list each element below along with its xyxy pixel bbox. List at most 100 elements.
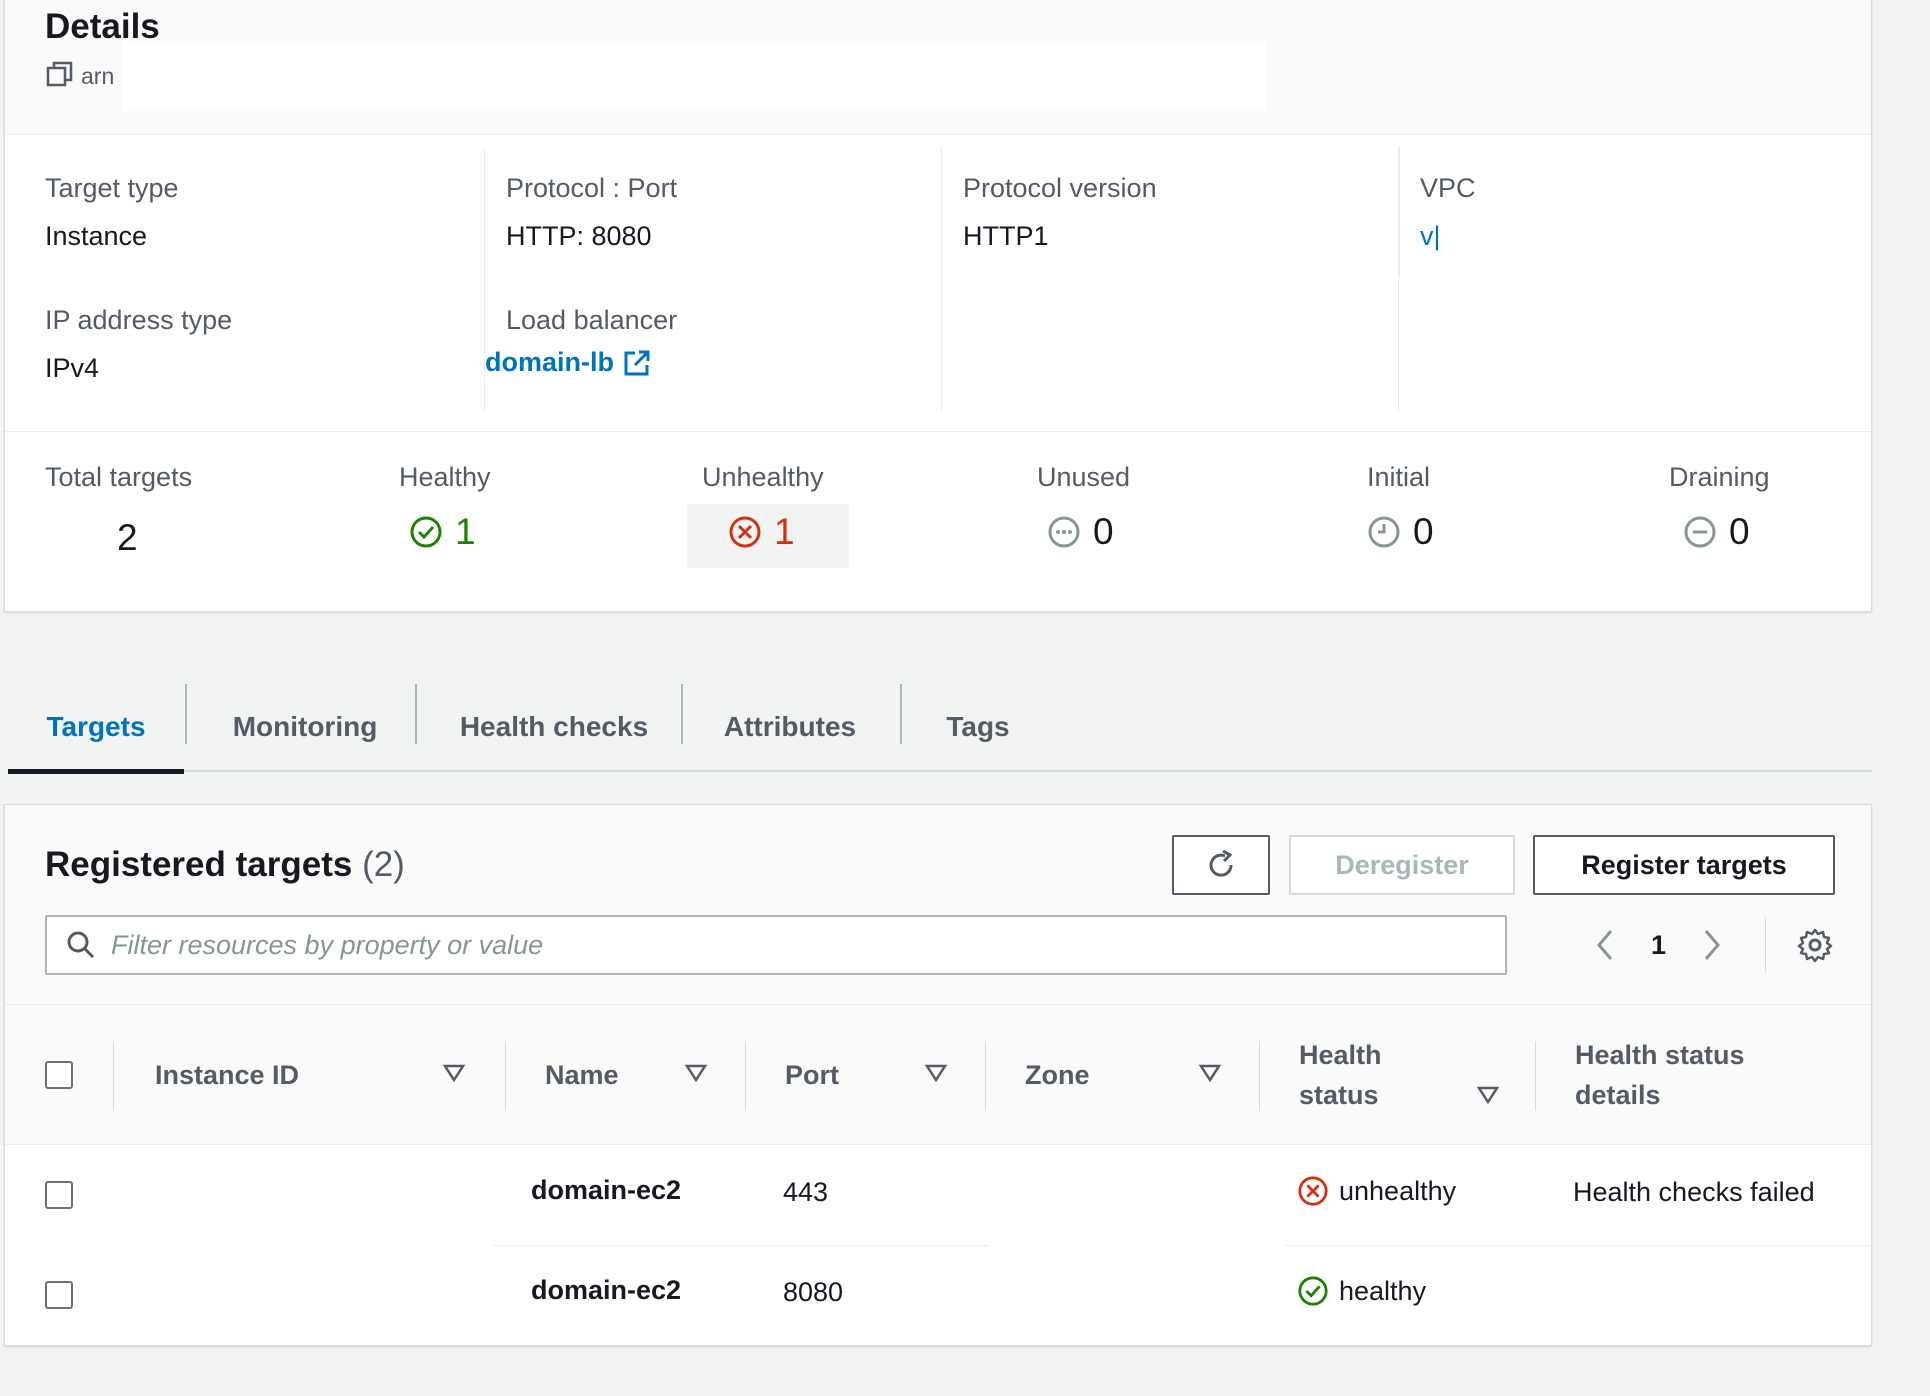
col-name[interactable]: Name (545, 1059, 619, 1090)
col-health-details-line1: Health status (1575, 1040, 1745, 1070)
cell-health-status: healthy (1297, 1275, 1426, 1307)
caret-down-icon[interactable] (1198, 1063, 1222, 1088)
col-health-status-line1: Health (1299, 1040, 1382, 1070)
arn-row[interactable]: arn (45, 59, 114, 94)
stat-draining: Draining 0 (1669, 462, 1770, 553)
col-zone[interactable]: Zone (1025, 1059, 1090, 1090)
stat-unused: Unused 0 (1037, 462, 1130, 553)
cell-health-status: unhealthy (1297, 1175, 1456, 1207)
unused-label: Unused (1037, 462, 1131, 492)
table-row[interactable]: domain-ec2 8080 healthy (5, 1245, 1871, 1345)
external-link-icon[interactable] (622, 348, 652, 378)
load-balancer-link[interactable]: domain-lb (485, 347, 652, 378)
stat-total: Total targets 2 (45, 462, 192, 559)
registered-targets-title: Registered targets (2) (45, 845, 405, 885)
settings-icon[interactable] (1797, 927, 1833, 963)
register-targets-button[interactable]: Register targets (1533, 835, 1835, 895)
registered-targets-count: (2) (362, 845, 405, 884)
details-col-2: Protocol : Port HTTP: 8080 Load balancer… (485, 147, 942, 411)
column-separator (113, 1041, 114, 1111)
col-health-status-details[interactable]: Health status details (1575, 1005, 1745, 1145)
column-separator (1259, 1041, 1260, 1111)
caret-down-icon[interactable] (442, 1063, 466, 1088)
refresh-icon (1203, 847, 1239, 883)
draining-value: 0 (1729, 511, 1750, 552)
load-balancer-value[interactable]: domain-lb (485, 347, 614, 377)
column-separator (745, 1041, 746, 1111)
caret-down-icon[interactable] (1476, 1085, 1500, 1110)
tab-separator (681, 684, 683, 744)
row-divider (1285, 1245, 1873, 1246)
vpc-divider (1399, 147, 1400, 277)
col-instance-id[interactable]: Instance ID (155, 1059, 300, 1090)
healthy-label: Healthy (399, 462, 491, 492)
tab-tags[interactable]: Tags (946, 711, 1010, 742)
caret-down-icon[interactable] (684, 1063, 708, 1088)
initial-value: 0 (1413, 511, 1434, 552)
cell-name: domain-ec2 (531, 1275, 682, 1305)
pagination: 1 (1591, 915, 1726, 975)
details-col-4: VPC v| (1399, 147, 1859, 411)
pager-divider (1765, 917, 1766, 973)
tab-health-checks[interactable]: Health checks (459, 711, 649, 742)
details-title: Details (45, 7, 160, 46)
page-number[interactable]: 1 (1651, 929, 1667, 960)
total-targets-label: Total targets (45, 462, 193, 492)
details-col-3: Protocol version HTTP1 (942, 147, 1399, 411)
protocol-port-value: HTTP: 8080 (506, 221, 652, 251)
col-port[interactable]: Port (785, 1059, 839, 1090)
angle-left-icon[interactable] (1591, 927, 1619, 963)
registered-targets-title-text: Registered targets (45, 845, 353, 884)
row-checkbox[interactable] (45, 1181, 73, 1209)
column-separator (505, 1041, 506, 1111)
search-icon (65, 929, 97, 961)
stat-initial: Initial 0 (1367, 462, 1434, 553)
copy-icon[interactable] (45, 59, 75, 94)
tab-monitoring[interactable]: Monitoring (232, 711, 378, 742)
cell-port: 443 (783, 1177, 829, 1207)
registered-targets-header: Registered targets (2) Deregister Regist… (5, 805, 1871, 1005)
target-type-value: Instance (45, 221, 148, 251)
tab-separator (415, 684, 417, 744)
column-separator (1535, 1041, 1536, 1111)
row-checkbox[interactable] (45, 1281, 73, 1309)
filter-search[interactable] (45, 915, 1507, 975)
vpc-label: VPC (1420, 173, 1476, 203)
status-negative-icon (1297, 1175, 1329, 1207)
tab-attributes[interactable]: Attributes (723, 711, 857, 742)
protocol-port-label: Protocol : Port (506, 173, 678, 203)
arn-label: arn (81, 63, 115, 89)
col-health-status[interactable]: Health status (1299, 1005, 1382, 1145)
caret-down-icon[interactable] (924, 1063, 948, 1088)
status-negative-icon (728, 515, 762, 549)
filter-input[interactable] (111, 929, 1471, 961)
details-col-1: Target type Instance IP address type IPv… (5, 147, 485, 411)
table-header: Instance ID Name Port Zone Health status… (5, 1005, 1871, 1145)
total-targets-value: 2 (117, 517, 138, 558)
tab-targets[interactable]: Targets (8, 682, 184, 774)
tab-separator (185, 684, 187, 744)
cell-port: 8080 (783, 1277, 844, 1307)
unhealthy-value: 1 (774, 511, 795, 552)
select-all-checkbox[interactable] (45, 1061, 73, 1089)
refresh-button[interactable] (1172, 835, 1270, 895)
deregister-button[interactable]: Deregister (1289, 835, 1515, 895)
angle-right-icon[interactable] (1698, 927, 1726, 963)
column-separator (985, 1041, 986, 1111)
cell-name: domain-ec2 (531, 1175, 682, 1205)
unused-value: 0 (1093, 511, 1114, 552)
row-divider (493, 1245, 989, 1246)
ip-address-type-label: IP address type (45, 305, 233, 335)
table-row[interactable]: domain-ec2 443 unhealthy Health checks f… (5, 1145, 1871, 1245)
vpc-link[interactable]: v| (1420, 221, 1441, 251)
target-type-label: Target type (45, 173, 179, 203)
load-balancer-label: Load balancer (506, 305, 678, 335)
details-header: Details arn (5, 0, 1871, 135)
health-status-text: unhealthy (1339, 1175, 1457, 1206)
col-health-status-line2: status (1299, 1080, 1379, 1110)
tab-bar: Targets Monitoring Health checks Attribu… (8, 682, 1872, 774)
stat-healthy: Healthy 1 (399, 462, 491, 553)
status-stopped-icon (1683, 515, 1717, 549)
protocol-version-value: HTTP1 (963, 221, 1049, 251)
unhealthy-highlight (687, 504, 849, 568)
